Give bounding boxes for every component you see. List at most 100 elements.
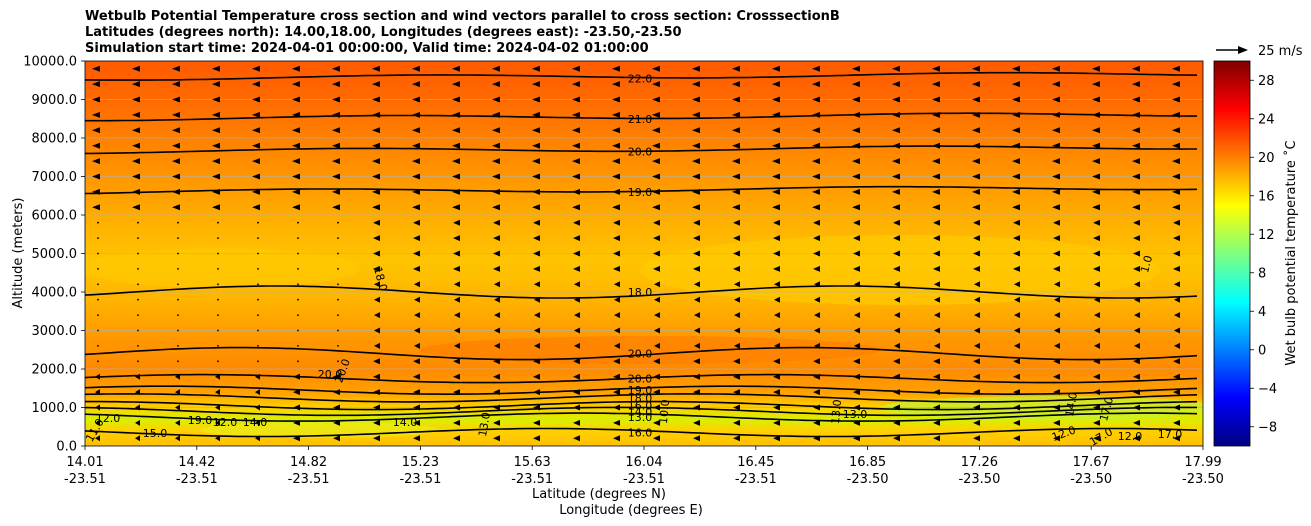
wind-vector: [215, 404, 220, 411]
wind-vector: [92, 204, 100, 211]
wind-vector: [132, 173, 140, 180]
wind-vector: [373, 219, 380, 226]
wind-vector: [1172, 158, 1180, 165]
wind-vector: [1013, 219, 1020, 226]
wind-vector: [734, 296, 740, 303]
wind-vector: [177, 298, 179, 301]
colorbar-tick-label: −8: [1258, 420, 1277, 435]
wind-vector: [177, 329, 179, 332]
wind-vector: [494, 296, 500, 303]
wind-vector: [653, 219, 660, 226]
wind-vector: [414, 312, 420, 319]
wind-vector: [97, 298, 99, 301]
wind-vector: [252, 158, 260, 165]
wind-vector: [1173, 250, 1180, 257]
wind-vector: [653, 435, 660, 442]
wind-vector: [572, 81, 580, 88]
wind-vector: [1132, 127, 1140, 134]
wind-vector: [212, 111, 220, 118]
wind-vector: [732, 127, 740, 134]
wind-vector: [413, 219, 420, 226]
contour-label: 1.0: [1138, 254, 1155, 274]
wind-vector: [1094, 342, 1100, 349]
contour-line: [85, 185, 1198, 195]
wind-vector: [692, 127, 700, 134]
wind-vector: [1133, 250, 1140, 257]
wind-vector: [814, 296, 820, 303]
wind-vector: [257, 221, 259, 224]
wind-vector: [373, 435, 380, 442]
wind-vector: [413, 419, 420, 426]
wind-vector: [532, 142, 540, 149]
wind-vector: [853, 265, 860, 272]
wind-vector: [252, 142, 260, 149]
wind-vector: [974, 312, 980, 319]
wind-vector: [292, 127, 300, 134]
colorbar-tick-label: 12: [1258, 228, 1275, 243]
wind-vector: [1174, 312, 1180, 319]
wind-vector: [693, 358, 700, 365]
wind-vector: [1052, 188, 1060, 195]
wind-vector: [813, 389, 820, 396]
wind-vector: [732, 81, 740, 88]
wind-vector: [932, 96, 940, 103]
wind-vector: [613, 435, 620, 442]
x-tick-label-lat: 14.42: [178, 455, 215, 470]
wind-vector: [137, 329, 139, 332]
wind-vector: [92, 173, 100, 180]
wind-vector: [894, 327, 900, 334]
wind-vector: [572, 96, 580, 103]
wind-vector: [654, 281, 660, 288]
wind-vector: [733, 265, 740, 272]
wind-vector: [414, 327, 420, 334]
wind-vector: [372, 142, 380, 149]
wind-vector: [932, 127, 940, 134]
wind-vector: [292, 173, 300, 180]
wind-vector: [172, 173, 180, 180]
wind-vector: [217, 283, 219, 286]
wind-vector: [212, 142, 220, 149]
wind-vector: [132, 65, 140, 72]
wind-vector: [297, 345, 299, 347]
wind-vector: [973, 250, 980, 257]
wind-vector: [1172, 65, 1180, 72]
wind-vector: [612, 96, 620, 103]
wind-vector: [692, 204, 700, 211]
wind-vector: [454, 296, 460, 303]
wind-vector: [1012, 173, 1020, 180]
wind-vector: [814, 312, 820, 319]
wind-vector: [814, 327, 820, 334]
wind-vector: [452, 81, 460, 88]
contour-label: 21.0: [628, 113, 653, 126]
x-tick-label-lon: -23.51: [735, 472, 777, 487]
wind-vector: [812, 96, 820, 103]
wind-vector: [933, 435, 940, 442]
wind-vector: [932, 81, 940, 88]
wind-vector: [654, 342, 660, 349]
wind-vector: [217, 345, 219, 347]
quiver-key: 25 m/s: [1216, 44, 1303, 59]
wind-vector: [734, 327, 740, 334]
contour-label: 12.0: [1118, 430, 1143, 443]
wind-vector: [573, 358, 580, 365]
wind-vector: [337, 237, 339, 240]
wind-vector: [532, 158, 540, 165]
wind-vector: [137, 283, 139, 286]
x-tick-label-lon: -23.50: [847, 472, 889, 487]
wind-vector: [614, 327, 620, 334]
wind-vector: [412, 158, 420, 165]
x-axis: 14.01 -23.51 14.42 -23.51 14.82 -23.51 15.23 -2…: [64, 446, 1224, 487]
wind-vector: [932, 173, 940, 180]
wind-vector: [652, 111, 660, 118]
contour-label: 13.0: [843, 408, 868, 421]
wind-vector: [1174, 296, 1180, 303]
wind-vector: [732, 158, 740, 165]
wind-vector: [693, 265, 700, 272]
wind-vector: [413, 358, 420, 365]
x-tick-label-lon: -23.51: [288, 472, 330, 487]
wind-vector: [734, 312, 740, 319]
wind-vector: [137, 237, 139, 240]
wind-vector: [693, 250, 700, 257]
wind-vector: [132, 142, 140, 149]
